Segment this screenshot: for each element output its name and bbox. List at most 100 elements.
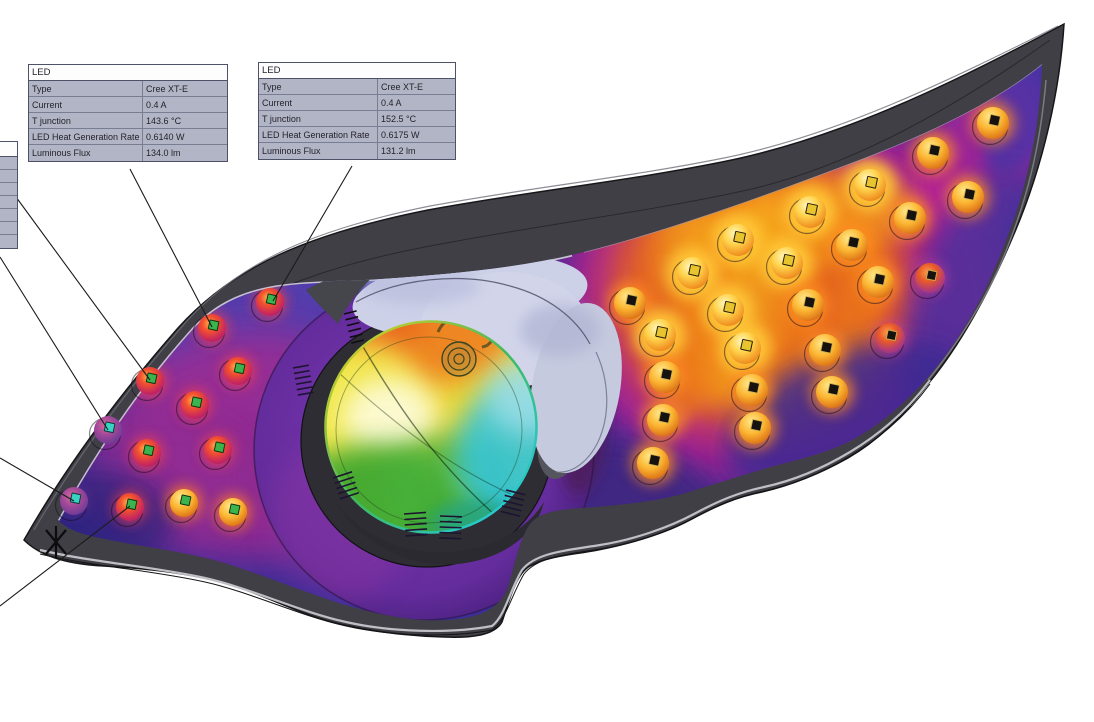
callout-row-label: LED Heat Generation Rate (29, 129, 143, 144)
led[interactable] (643, 361, 682, 400)
led[interactable] (888, 202, 927, 241)
led[interactable] (765, 247, 804, 286)
callout-row-value (0, 170, 17, 182)
led[interactable] (830, 229, 869, 268)
led-callout-table-clipped[interactable] (0, 141, 18, 249)
led-chip (820, 340, 833, 354)
led-chip (648, 453, 661, 467)
led[interactable] (164, 489, 199, 524)
led-chip (747, 380, 760, 394)
callout-row-value: 131.2 lm (381, 146, 416, 156)
led[interactable] (88, 416, 123, 451)
callout-row-label: LED Heat Generation Rate (259, 127, 378, 142)
callout-row-value: 143.6 °C (146, 116, 182, 126)
callout-row-value (0, 235, 17, 248)
callout-row-value: 152.5 °C (381, 114, 417, 124)
led-chip (928, 143, 941, 157)
led[interactable] (810, 376, 849, 415)
callout-row-value: 0.4 A (381, 98, 402, 108)
callout-row: Current 0.4 A (29, 97, 227, 113)
led[interactable] (869, 323, 906, 360)
led-chip (925, 269, 938, 282)
callout-row: Luminous Flux 131.2 lm (259, 143, 455, 159)
callout-row-label: T junction (29, 113, 143, 128)
callout-row: Current 0.4 A (259, 95, 455, 111)
led[interactable] (213, 498, 248, 533)
led-chip (988, 113, 1001, 127)
led[interactable] (218, 357, 253, 392)
led-chip (145, 372, 158, 385)
led-chip (69, 492, 82, 505)
callout-title: LED (29, 65, 227, 81)
led-chip (213, 441, 226, 454)
callout-row: LED Heat Generation Rate 0.6175 W (259, 127, 455, 143)
callout-row-value: 0.6175 W (381, 130, 420, 140)
callout-row-label: Current (259, 95, 378, 110)
led[interactable] (971, 107, 1010, 146)
led-chip (688, 263, 701, 277)
callout-leader-lines (0, 165, 353, 607)
callout-row: LED Heat Generation Rate 0.6140 W (29, 129, 227, 145)
led[interactable] (638, 319, 677, 358)
led-chip (655, 325, 668, 339)
led-chip (265, 293, 278, 306)
led[interactable] (911, 137, 950, 176)
led-chip (190, 396, 203, 409)
led[interactable] (733, 412, 772, 451)
callout-row: T junction 143.6 °C (29, 113, 227, 129)
callout-row-label: Type (29, 81, 143, 96)
led[interactable] (706, 294, 745, 333)
callout-row-label: Luminous Flux (259, 143, 378, 159)
callout-row (0, 196, 17, 209)
led-chip (803, 295, 816, 309)
callout-title (0, 142, 17, 157)
led-chip (625, 293, 638, 307)
callout-row-value: 134.0 lm (146, 148, 181, 158)
led[interactable] (788, 196, 827, 235)
led[interactable] (127, 439, 162, 474)
led[interactable] (848, 169, 887, 208)
vent-slots (292, 310, 526, 540)
led[interactable] (946, 181, 985, 220)
callout-row-label: Current (29, 97, 143, 112)
led[interactable] (671, 257, 710, 296)
led[interactable] (631, 447, 670, 486)
led-chip (733, 230, 746, 244)
led-chip (740, 338, 753, 352)
callout-row-value (0, 222, 17, 234)
callout-row-label: Type (259, 79, 378, 94)
led[interactable] (723, 332, 762, 371)
led[interactable] (175, 391, 210, 426)
led[interactable] (803, 334, 842, 373)
led[interactable] (856, 266, 895, 305)
led-chip (660, 367, 673, 381)
led[interactable] (716, 224, 755, 263)
led-chip (905, 208, 918, 222)
callout-row-value (0, 183, 17, 195)
led[interactable] (130, 367, 165, 402)
led[interactable] (608, 287, 647, 326)
led[interactable] (641, 404, 680, 443)
led-chip (228, 503, 241, 516)
led-chip (179, 494, 192, 507)
led-chip (142, 444, 155, 457)
callout-row (0, 235, 17, 248)
callout-row-value (0, 157, 17, 169)
led-chip (658, 410, 671, 424)
led[interactable] (730, 374, 769, 413)
led[interactable] (192, 314, 227, 349)
led-chip (873, 272, 886, 286)
callout-row (0, 209, 17, 222)
callout-row (0, 222, 17, 235)
led[interactable] (786, 289, 825, 328)
callout-row (0, 157, 17, 170)
led-chip (885, 329, 898, 342)
led[interactable] (909, 263, 946, 300)
led-chip (805, 202, 818, 216)
callout-row-label: Luminous Flux (29, 145, 143, 161)
led[interactable] (198, 436, 233, 471)
callout-row-value: 0.6140 W (146, 132, 185, 142)
